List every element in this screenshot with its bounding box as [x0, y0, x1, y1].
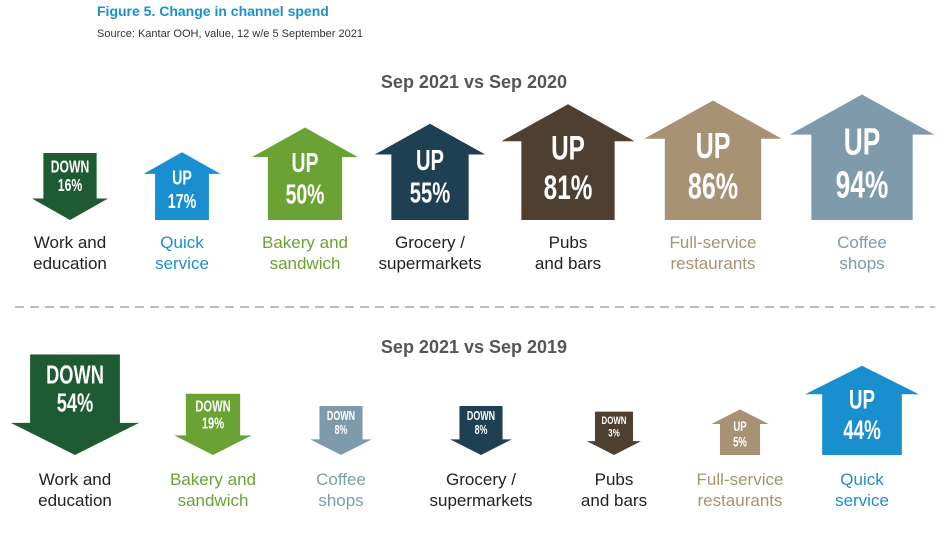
arrow [310, 406, 372, 455]
arrow [252, 127, 358, 220]
category-label: Coffee shops [837, 233, 887, 273]
direction: DOWN [467, 410, 495, 424]
direction: UP [416, 144, 444, 176]
arrow [711, 409, 769, 455]
value-label: 16% [58, 176, 82, 196]
arrow [10, 354, 140, 455]
panel-title: Sep 2021 vs Sep 2020 [380, 72, 568, 92]
direction: UP [849, 384, 875, 414]
direction: UP [172, 166, 192, 189]
category-label: Bakery and sandwich [262, 233, 348, 273]
direction: DOWN [327, 410, 355, 424]
value-label: 81% [544, 169, 593, 207]
direction: DOWN [195, 397, 230, 414]
arrow [450, 406, 512, 455]
direction: UP [696, 125, 731, 166]
arrow [789, 94, 935, 220]
source: Source: Kantar OOH, value, 12 w/e 5 Sept… [97, 28, 363, 40]
category-label: Pubs and bars [580, 470, 648, 510]
arrow [31, 153, 109, 220]
arrow [501, 104, 635, 220]
arrow [374, 123, 486, 220]
value-label: 8% [335, 423, 348, 437]
value-label: 19% [202, 415, 224, 432]
value-label: 54% [57, 388, 94, 417]
arrow [174, 393, 252, 455]
panel-title: Sep 2021 vs Sep 2019 [380, 337, 568, 357]
value-label: 50% [286, 179, 325, 210]
figure-title: Figure 5. Change in channel spend [97, 3, 329, 19]
direction: UP [844, 121, 881, 163]
value-label: 94% [836, 164, 889, 206]
arrow [805, 365, 919, 455]
arrow [143, 152, 221, 220]
value-label: 86% [688, 166, 738, 207]
arrow [644, 100, 782, 220]
direction: DOWN [602, 415, 627, 428]
value-label: 5% [733, 434, 747, 450]
direction: DOWN [51, 157, 90, 177]
category-label: Coffee shops [316, 470, 366, 510]
category-label: Work and education [33, 233, 107, 273]
category-label: Full-service restaurants [669, 233, 757, 273]
direction: UP [292, 148, 319, 179]
direction: UP [733, 418, 746, 434]
value-label: 55% [410, 177, 450, 209]
category-label: Pubs and bars [534, 233, 602, 273]
value-label: 3% [608, 427, 620, 440]
category-label: Quick service [835, 470, 889, 510]
direction: DOWN [46, 360, 104, 389]
value-label: 8% [475, 423, 488, 437]
category-label: Grocery / supermarkets [429, 470, 533, 510]
category-label: Full-service restaurants [696, 470, 784, 510]
category-label: Grocery / supermarkets [378, 233, 482, 273]
value-label: 44% [843, 415, 881, 445]
category-label: Bakery and sandwich [170, 470, 256, 510]
category-label: Quick service [155, 233, 209, 273]
arrow [586, 411, 642, 455]
value-label: 17% [168, 189, 197, 212]
category-label: Work and education [38, 470, 112, 510]
direction: UP [551, 130, 585, 168]
